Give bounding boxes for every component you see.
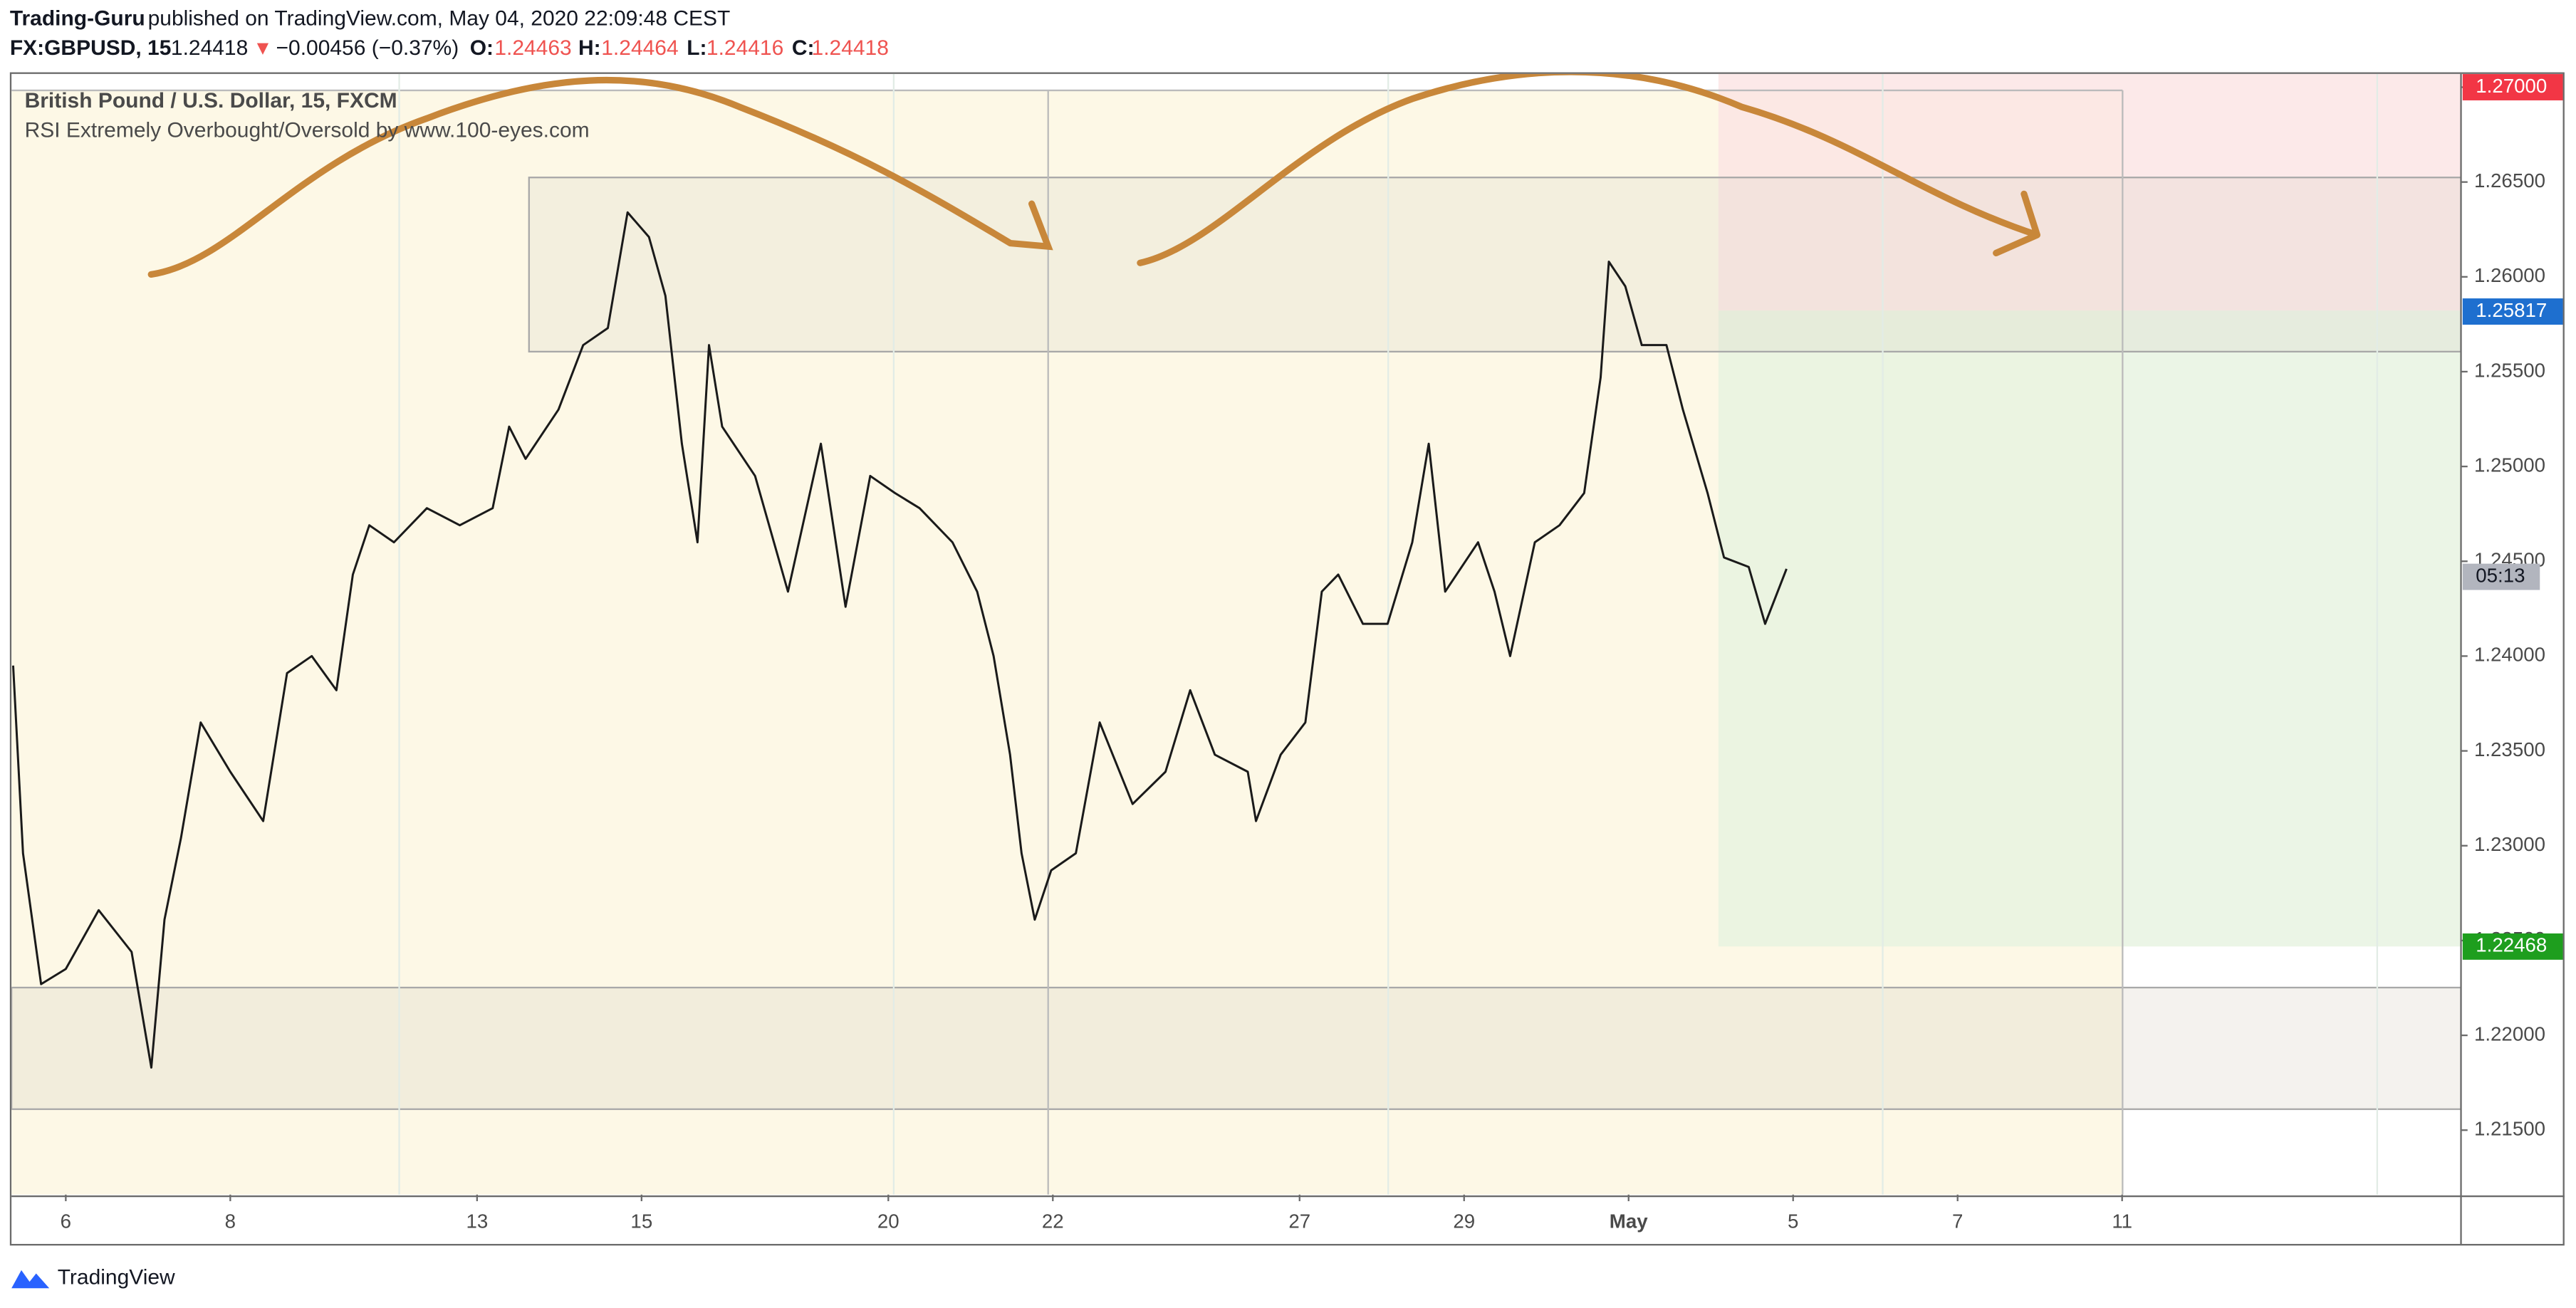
low-label: L: — [687, 36, 706, 60]
countdown-box — [2462, 563, 2540, 590]
y-tick-label: 1.23500 — [2474, 738, 2545, 760]
indicator-title: RSI Extremely Overbought/Oversold by www… — [25, 119, 590, 142]
target-zone — [1718, 310, 2461, 947]
x-tick-label: 13 — [466, 1210, 488, 1232]
x-tick-label: 29 — [1453, 1210, 1475, 1232]
vertical-grid — [398, 73, 2379, 1195]
logo — [11, 1270, 50, 1289]
close: 1.24418 — [812, 36, 889, 60]
y-tick-label: 1.26000 — [2474, 264, 2545, 286]
last-price: 1.24418 — [171, 36, 248, 60]
header: Trading-Guru published on TradingView.co… — [10, 7, 889, 61]
chart: 1.215001.220001.225001.230001.235001.240… — [11, 74, 2563, 1232]
high: 1.24464 — [601, 36, 678, 60]
open-label: O: — [470, 36, 494, 60]
x-tick-label: 6 — [61, 1210, 71, 1232]
symbol: FX:GBPUSD, 15 — [10, 36, 172, 60]
x-tick-label: 7 — [1952, 1210, 1963, 1232]
published: published on TradingView.com, May 04, 20… — [148, 7, 731, 31]
curved-arrow — [1137, 73, 2040, 266]
x-tick-label: 22 — [1042, 1210, 1064, 1232]
low: 1.24416 — [706, 36, 783, 60]
x-tick-label: 8 — [225, 1210, 236, 1232]
y-tick-label: 1.26500 — [2474, 169, 2545, 192]
price-marker — [2462, 298, 2563, 325]
x-tick-label: 11 — [2112, 1210, 2132, 1232]
price-marker-label: 1.27000 — [2476, 75, 2547, 97]
plot-area — [11, 211, 1788, 1069]
y-tick-label: 1.22000 — [2474, 1022, 2545, 1045]
down-arrow: ▼ — [253, 37, 272, 59]
author: Trading-Guru — [10, 7, 145, 31]
price-marker — [2462, 74, 2563, 100]
x-tick-label: 15 — [630, 1210, 652, 1232]
price-marker-label: 1.22468 — [2476, 934, 2547, 956]
high-label: H: — [578, 36, 601, 60]
x-tick-label: 5 — [1788, 1210, 1798, 1232]
y-tick-label: 1.23000 — [2474, 833, 2545, 855]
x-tick-label: 20 — [877, 1210, 899, 1232]
price-marker — [2462, 933, 2563, 960]
frame — [9, 72, 2565, 1246]
y-tick-label: 1.25000 — [2474, 454, 2545, 476]
price-line — [11, 211, 1788, 1069]
resistance-box — [528, 177, 2461, 353]
price-marker-label: 1.25817 — [2476, 299, 2547, 321]
footer: TradingView — [11, 1265, 175, 1289]
support-box — [11, 986, 2461, 1110]
series-title: British Pound / U.S. Dollar, 15, FXCM — [25, 89, 397, 113]
y-tick-label: 1.25500 — [2474, 359, 2545, 381]
change: −0.00456 (−0.37%) — [276, 36, 459, 60]
brand: TradingView — [58, 1265, 175, 1289]
y-tick-label: 1.21500 — [2474, 1118, 2545, 1140]
open: 1.24463 — [494, 36, 571, 60]
curved-arrow — [147, 76, 1053, 278]
close-label: C: — [792, 36, 815, 60]
drawings — [11, 73, 2461, 1195]
stop-zone — [1718, 73, 2461, 311]
countdown-label: 05:13 — [2476, 564, 2525, 586]
x-tick-label: May — [1610, 1210, 1648, 1232]
x-tick-label: 27 — [1288, 1210, 1310, 1232]
y-tick-label: 1.24000 — [2474, 644, 2545, 666]
